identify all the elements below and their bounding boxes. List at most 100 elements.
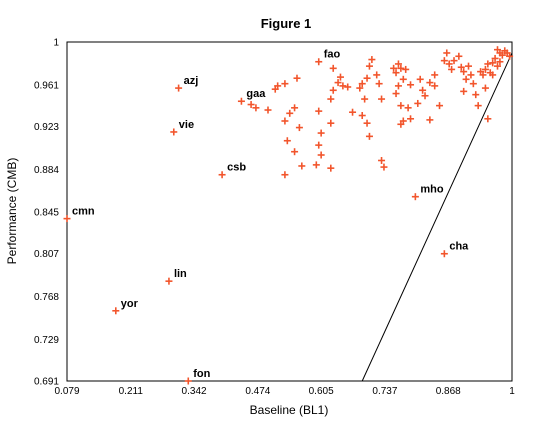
data-point bbox=[460, 87, 468, 95]
data-point bbox=[474, 102, 482, 110]
data-point bbox=[481, 84, 489, 92]
data-point bbox=[489, 71, 497, 79]
y-axis-ticks: 0.691 0.729 0.768 0.807 0.845 0.884 0.923 0.961… bbox=[34, 38, 59, 388]
data-point bbox=[399, 117, 407, 125]
data-point bbox=[479, 71, 487, 79]
data-point bbox=[443, 49, 451, 57]
point-label-cmn: cmn bbox=[72, 206, 95, 218]
chart-title: Figure 1 bbox=[261, 16, 312, 31]
point-label-csb: csb bbox=[227, 162, 246, 174]
data-point bbox=[380, 163, 388, 171]
data-point bbox=[448, 65, 456, 73]
data-point bbox=[291, 104, 299, 112]
data-point bbox=[414, 99, 422, 107]
data-point bbox=[247, 101, 255, 109]
data-point bbox=[358, 80, 366, 88]
x-tick-label: 0.211 bbox=[119, 386, 144, 397]
reference-line bbox=[361, 52, 513, 382]
data-point bbox=[63, 215, 71, 223]
data-point bbox=[416, 75, 424, 83]
point-labels: fao azj gaa vie csb mho cmn cha lin yor fon bbox=[72, 49, 469, 380]
x-tick-label: 0.342 bbox=[182, 386, 207, 397]
point-label-mho: mho bbox=[420, 184, 444, 196]
data-point bbox=[274, 82, 282, 90]
data-point bbox=[112, 307, 120, 315]
data-point bbox=[397, 64, 405, 72]
x-tick-label: 0.605 bbox=[309, 386, 334, 397]
data-point bbox=[329, 64, 337, 72]
data-point bbox=[457, 63, 465, 71]
data-point bbox=[440, 57, 448, 65]
data-point bbox=[291, 148, 299, 156]
x-tick-label: 0.868 bbox=[436, 386, 461, 397]
point-label-vie: vie bbox=[179, 119, 194, 131]
data-point bbox=[472, 91, 480, 99]
x-tick-label: 0.079 bbox=[54, 386, 79, 397]
data-point bbox=[394, 60, 402, 68]
data-point bbox=[378, 95, 386, 103]
data-point bbox=[281, 117, 289, 125]
data-point bbox=[455, 52, 463, 60]
data-point bbox=[431, 71, 439, 79]
data-point bbox=[494, 62, 502, 70]
x-axis-label: Baseline (BL1) bbox=[250, 403, 329, 417]
y-tick-label: 0.729 bbox=[34, 335, 59, 346]
data-point bbox=[394, 82, 402, 90]
y-tick-label: 1 bbox=[53, 38, 59, 49]
data-point bbox=[329, 86, 337, 94]
data-point bbox=[498, 51, 506, 59]
data-point bbox=[218, 171, 226, 179]
data-point bbox=[481, 65, 489, 73]
data-point bbox=[397, 102, 405, 110]
y-tick-label: 0.691 bbox=[34, 377, 59, 388]
point-label-fao: fao bbox=[324, 49, 341, 61]
x-tick-label: 1 bbox=[509, 386, 515, 397]
data-point bbox=[407, 115, 415, 123]
data-point bbox=[356, 84, 364, 92]
data-point bbox=[450, 57, 458, 65]
point-label-gaa: gaa bbox=[246, 88, 266, 100]
y-tick-label: 0.845 bbox=[34, 208, 59, 219]
data-point bbox=[378, 156, 386, 164]
data-point bbox=[283, 137, 291, 145]
point-label-fon: fon bbox=[193, 368, 210, 380]
x-tick-label: 0.474 bbox=[245, 386, 270, 397]
data-point bbox=[327, 95, 335, 103]
data-point bbox=[419, 86, 427, 94]
y-tick-label: 0.807 bbox=[34, 249, 59, 260]
data-point bbox=[426, 79, 434, 87]
data-point bbox=[411, 193, 419, 201]
data-point bbox=[327, 119, 335, 127]
data-point bbox=[327, 164, 335, 172]
data-point bbox=[349, 108, 357, 116]
x-axis-ticks: 0.079 0.211 0.342 0.474 0.605 0.737 0.868 1 bbox=[54, 386, 515, 397]
x-tick-label: 0.737 bbox=[372, 386, 397, 397]
data-point bbox=[462, 75, 470, 83]
data-point bbox=[312, 161, 320, 169]
data-point bbox=[465, 62, 473, 70]
data-point bbox=[295, 124, 303, 132]
data-point bbox=[315, 58, 323, 66]
data-point bbox=[252, 104, 260, 112]
y-tick-label: 0.961 bbox=[34, 80, 59, 91]
data-point bbox=[175, 84, 183, 92]
data-point bbox=[484, 60, 492, 68]
data-point bbox=[315, 141, 323, 149]
data-point bbox=[293, 74, 301, 82]
data-point bbox=[404, 104, 412, 112]
data-point bbox=[440, 250, 448, 258]
data-point bbox=[363, 74, 371, 82]
data-markers bbox=[63, 46, 514, 385]
y-tick-label: 0.923 bbox=[34, 122, 59, 133]
data-point bbox=[344, 83, 352, 91]
data-point bbox=[484, 115, 492, 123]
y-tick-label: 0.768 bbox=[34, 292, 59, 303]
data-point bbox=[281, 80, 289, 88]
data-point bbox=[358, 112, 366, 120]
data-point bbox=[436, 102, 444, 110]
data-point bbox=[170, 128, 178, 136]
data-point bbox=[315, 107, 323, 115]
data-point bbox=[237, 97, 245, 105]
data-point bbox=[390, 64, 398, 72]
data-point bbox=[375, 80, 383, 88]
